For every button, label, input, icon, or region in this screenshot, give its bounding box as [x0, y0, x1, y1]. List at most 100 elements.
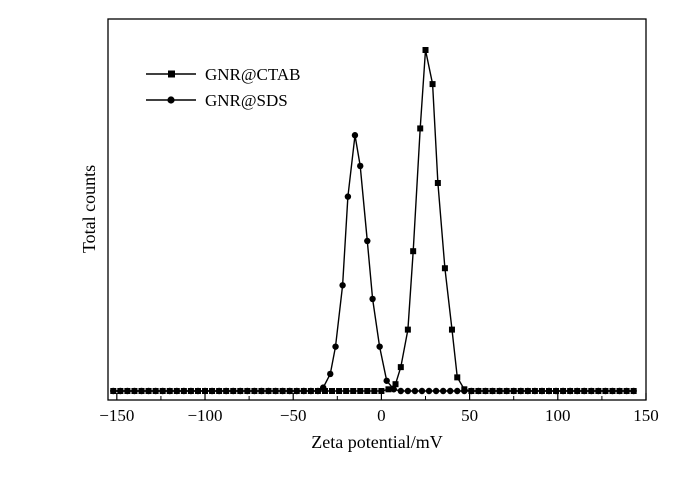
- x-tick-label: 0: [377, 406, 386, 425]
- data-point: [517, 387, 524, 395]
- data-point: [307, 387, 315, 395]
- data-point: [159, 387, 166, 395]
- data-point: [350, 388, 357, 394]
- data-point: [376, 343, 383, 350]
- x-tick-label: −50: [280, 406, 307, 425]
- x-tick-label: −150: [99, 406, 134, 425]
- data-point: [496, 387, 503, 395]
- data-point: [439, 387, 447, 395]
- data-point: [251, 387, 258, 395]
- data-point: [390, 386, 397, 393]
- data-point: [321, 388, 328, 394]
- data-point: [344, 193, 352, 200]
- data-point: [475, 387, 482, 395]
- data-point: [208, 387, 216, 395]
- data-point: [237, 387, 244, 395]
- data-point: [329, 388, 336, 394]
- data-point: [131, 387, 138, 395]
- legend-marker-circle: [167, 96, 175, 104]
- data-point: [454, 387, 461, 395]
- legend: GNR@CTAB GNR@SDS: [146, 65, 301, 110]
- data-point: [397, 387, 405, 395]
- legend-marker-square: [168, 70, 175, 78]
- legend-label: GNR@SDS: [205, 91, 288, 110]
- series-line: [113, 135, 634, 392]
- x-tick-label: 150: [633, 406, 659, 425]
- data-point: [602, 387, 609, 395]
- data-point: [215, 387, 223, 395]
- data-point: [343, 388, 350, 394]
- data-point: [117, 387, 124, 395]
- data-point: [538, 387, 546, 395]
- data-point: [468, 387, 475, 395]
- data-point: [581, 387, 588, 395]
- x-tick-label: 50: [461, 406, 478, 425]
- data-point: [552, 387, 560, 395]
- data-point: [595, 387, 602, 395]
- data-point: [314, 387, 322, 395]
- data-point: [230, 387, 237, 395]
- data-point: [383, 377, 390, 384]
- data-point: [404, 326, 411, 333]
- data-point: [369, 295, 376, 303]
- data-point: [489, 387, 496, 395]
- data-point: [327, 370, 334, 378]
- series-line: [113, 49, 634, 392]
- data-point: [447, 387, 454, 395]
- data-point: [351, 132, 359, 139]
- data-point: [378, 388, 385, 394]
- data-point: [623, 387, 630, 395]
- data-point: [180, 387, 188, 395]
- data-point: [432, 387, 440, 395]
- data-point: [320, 384, 327, 391]
- data-point: [411, 387, 419, 395]
- data-point: [434, 179, 441, 186]
- legend-entry: GNR@CTAB: [146, 65, 301, 84]
- data-point: [187, 387, 195, 395]
- y-axis-label: Total counts: [79, 165, 99, 253]
- data-point: [145, 387, 152, 395]
- data-point: [286, 387, 293, 395]
- plot-frame: [107, 18, 647, 401]
- data-point: [279, 387, 286, 395]
- data-point: [418, 387, 426, 395]
- data-point: [588, 387, 595, 395]
- series-gnr-sds: [110, 132, 637, 395]
- data-point: [503, 387, 510, 395]
- data-point: [336, 388, 343, 394]
- x-tick-label: 100: [545, 406, 571, 425]
- data-point: [293, 387, 300, 395]
- data-point: [630, 387, 637, 395]
- data-point: [166, 387, 173, 395]
- data-point: [425, 387, 433, 395]
- data-point: [385, 386, 392, 393]
- data-point: [417, 125, 424, 132]
- data-point: [201, 387, 209, 395]
- data-point: [397, 364, 404, 371]
- data-point: [300, 387, 307, 395]
- data-point: [364, 237, 371, 245]
- data-point: [339, 282, 346, 289]
- data-point: [138, 387, 145, 395]
- legend-entry: GNR@SDS: [146, 91, 288, 110]
- data-point: [609, 387, 616, 395]
- data-point: [357, 162, 364, 170]
- data-point: [244, 387, 251, 395]
- data-point: [392, 381, 399, 388]
- data-point: [222, 387, 230, 395]
- data-point: [524, 387, 532, 395]
- data-point: [265, 387, 272, 395]
- series-gnr-ctab: [110, 47, 637, 394]
- data-point: [545, 387, 553, 395]
- data-point: [574, 387, 581, 395]
- data-point: [566, 387, 574, 395]
- data-point: [616, 387, 623, 395]
- data-point: [461, 387, 468, 395]
- data-point: [559, 387, 567, 395]
- x-axis-label: Zeta potential/mV: [311, 432, 442, 452]
- data-point: [364, 388, 371, 394]
- data-point: [152, 387, 159, 395]
- data-point: [531, 387, 539, 395]
- data-point: [258, 387, 265, 395]
